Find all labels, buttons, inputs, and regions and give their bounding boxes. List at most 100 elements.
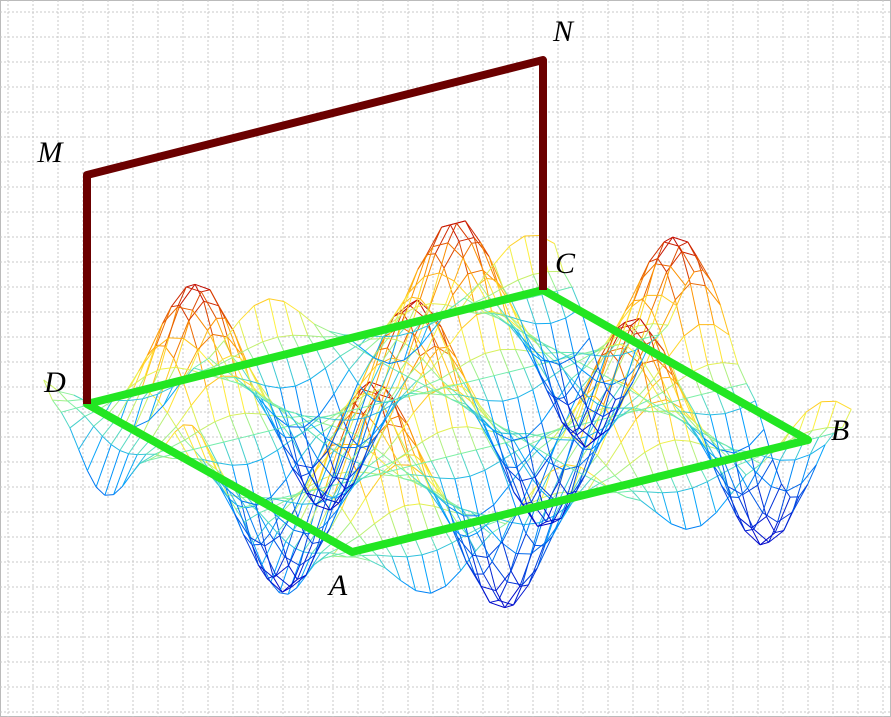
- mesh-line: [148, 456, 164, 461]
- mesh-line: [408, 276, 425, 293]
- mesh-line: [571, 286, 582, 309]
- mesh-line: [591, 389, 608, 424]
- mesh-line: [528, 345, 539, 372]
- mesh-line: [396, 454, 407, 460]
- mesh-line: [670, 523, 687, 530]
- mesh-line: [278, 407, 295, 438]
- mesh-line: [217, 462, 233, 466]
- mesh-line: [526, 294, 542, 299]
- mesh-line: [326, 455, 343, 497]
- mesh-line: [318, 393, 335, 416]
- mesh-line: [403, 393, 419, 398]
- mesh-line: [407, 358, 424, 377]
- mesh-line: [344, 447, 361, 490]
- mesh-line: [493, 245, 510, 265]
- mesh-line: [234, 513, 251, 538]
- mesh-line: [489, 601, 505, 609]
- mesh-line: [480, 418, 491, 441]
- mesh-line: [342, 455, 352, 461]
- mesh-line: [524, 447, 535, 461]
- mesh-line: [516, 328, 526, 335]
- mesh-line: [576, 422, 593, 436]
- mesh-line: [411, 254, 428, 298]
- mesh-line: [315, 425, 332, 438]
- mesh-line: [631, 280, 641, 307]
- mesh-line: [457, 394, 467, 405]
- mesh-line: [447, 347, 463, 388]
- mesh-line: [674, 439, 690, 442]
- mesh-line: [568, 404, 578, 418]
- mesh-line: [600, 399, 617, 436]
- mesh-line: [684, 414, 695, 422]
- mesh-line: [232, 463, 248, 466]
- mesh-line: [725, 408, 741, 415]
- mesh-line: [261, 564, 272, 583]
- mesh-line: [535, 323, 545, 360]
- mesh-line: [322, 422, 332, 427]
- mesh-line: [356, 436, 372, 448]
- mesh-line: [422, 358, 432, 370]
- mesh-line: [469, 469, 486, 477]
- mesh-line: [539, 485, 556, 501]
- mesh-line: [170, 286, 187, 308]
- mesh-line: [651, 271, 667, 311]
- mesh-line: [690, 282, 706, 287]
- mesh-line: [486, 277, 496, 281]
- mesh-line: [227, 336, 243, 356]
- mesh-line: [622, 347, 638, 363]
- mesh-line: [283, 301, 300, 313]
- mesh-line: [389, 359, 405, 365]
- mesh-line: [175, 426, 186, 441]
- mesh-line: [573, 439, 584, 450]
- mesh-line: [650, 403, 661, 444]
- mesh-line: [595, 407, 606, 422]
- mesh-line: [606, 407, 616, 409]
- mesh-line: [377, 468, 387, 473]
- mesh-line: [491, 310, 501, 350]
- mesh-line: [290, 466, 307, 494]
- mesh-line: [482, 269, 499, 285]
- mesh-line: [261, 532, 278, 565]
- mesh-line: [526, 497, 543, 506]
- mesh-line: [558, 469, 575, 502]
- mesh-line: [562, 271, 573, 288]
- mesh-line: [809, 444, 826, 456]
- mesh-line: [530, 522, 541, 555]
- mesh-line: [567, 448, 584, 495]
- mesh-line: [662, 380, 678, 393]
- mesh-line: [449, 224, 460, 242]
- mesh-line: [571, 378, 581, 390]
- mesh-line: [190, 405, 201, 431]
- mesh-line: [582, 394, 593, 424]
- mesh-line: [527, 432, 537, 436]
- mesh-line: [398, 434, 408, 453]
- mesh-line: [634, 398, 645, 411]
- mesh-line: [353, 465, 369, 487]
- mesh-line: [173, 320, 190, 359]
- mesh-line: [557, 355, 567, 361]
- mesh-line: [314, 552, 330, 565]
- mesh-line: [194, 283, 211, 291]
- mesh-line: [559, 416, 570, 429]
- mesh-line: [809, 437, 820, 455]
- mesh-line: [454, 475, 470, 480]
- mesh-line: [466, 404, 482, 420]
- mesh-line: [662, 391, 672, 403]
- mesh-line: [555, 459, 566, 466]
- mesh-line: [687, 401, 703, 430]
- mesh-line: [454, 478, 465, 516]
- mesh-line: [435, 495, 445, 502]
- mesh-line: [538, 448, 548, 456]
- mesh-line: [179, 284, 196, 306]
- point-label: C: [555, 247, 576, 280]
- mesh-line: [431, 476, 442, 494]
- mesh-line: [205, 386, 216, 422]
- mesh-line: [559, 356, 575, 365]
- mesh-line: [341, 508, 352, 523]
- mesh-line: [354, 393, 364, 399]
- mesh-line: [623, 381, 634, 397]
- mesh-line: [504, 586, 521, 608]
- mesh-line: [507, 466, 524, 505]
- mesh-line: [127, 398, 143, 402]
- mesh-line: [759, 541, 769, 546]
